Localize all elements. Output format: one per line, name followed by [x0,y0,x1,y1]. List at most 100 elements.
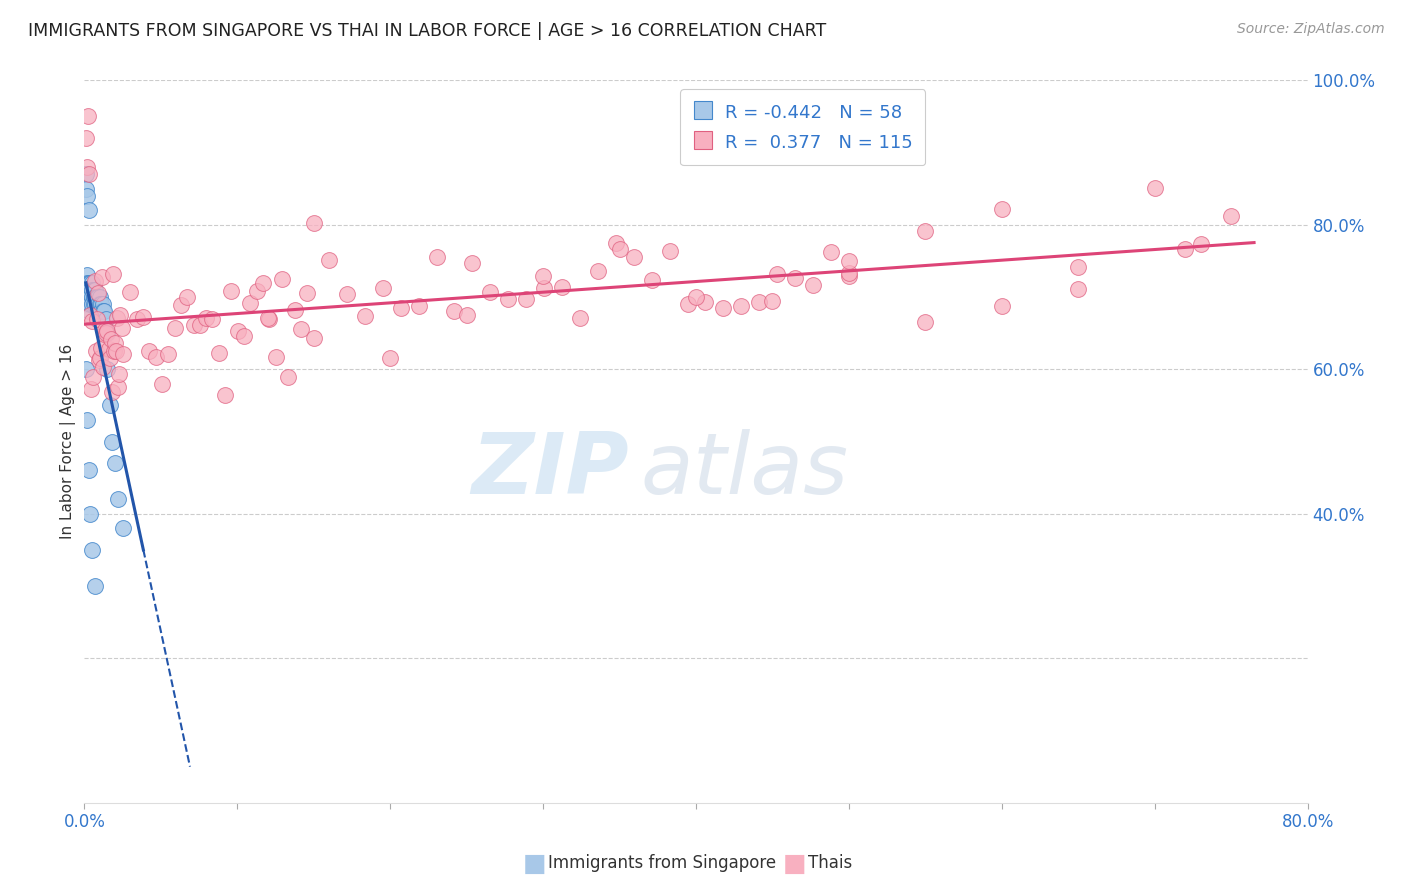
Point [290,322,312,336]
Point [104,456,127,470]
Point [302,331,325,345]
Point [76,290,98,304]
Point [145,351,167,365]
Point [91,269,114,284]
Point [83,290,105,304]
Point [84,283,107,297]
Point [695,294,717,309]
Point [83,297,105,311]
Point [79,290,101,304]
Legend: R = -0.442   N = 58, R =  0.377   N = 115: R = -0.442 N = 58, R = 0.377 N = 115 [681,89,925,165]
Point [79,283,101,297]
Point [77,276,100,290]
Point [1067,260,1090,274]
Point [77,167,100,181]
Point [730,299,752,313]
Point [82,369,104,384]
Text: Source: ZipAtlas.com: Source: ZipAtlas.com [1237,22,1385,37]
Point [176,290,198,304]
Point [515,292,537,306]
Point [105,311,128,326]
Point [246,284,269,298]
Point [586,264,609,278]
Point [150,376,173,391]
Point [658,244,681,259]
Point [75,167,97,181]
Point [93,326,115,341]
Point [89,297,111,311]
Point [84,343,107,358]
Text: IMMIGRANTS FROM SINGAPORE VS THAI IN LABOR FORCE | AGE > 16 CORRELATION CHART: IMMIGRANTS FROM SINGAPORE VS THAI IN LAB… [28,22,827,40]
Point [75,131,97,145]
Point [89,290,111,304]
Point [77,110,100,124]
Point [1189,237,1212,252]
Point [641,273,664,287]
Point [87,297,110,311]
Point [77,297,100,311]
Point [259,312,281,326]
Point [389,301,412,315]
Point [77,290,100,304]
Point [100,332,122,346]
Point [214,387,236,401]
Point [531,269,554,284]
Point [163,320,186,334]
Point [408,299,430,313]
Point [83,290,105,304]
Point [605,235,627,250]
Point [80,290,103,304]
Point [252,276,274,290]
Point [297,286,319,301]
Y-axis label: In Labor Force | Age > 16: In Labor Force | Age > 16 [60,344,76,539]
Point [83,283,105,297]
Point [76,276,98,290]
Point [226,324,249,338]
Point [257,310,280,325]
Point [1174,243,1197,257]
Point [623,250,645,264]
Point [87,290,110,304]
Point [76,189,98,203]
Point [77,283,100,297]
Point [318,252,340,267]
Point [801,277,824,292]
Point [82,313,104,327]
Point [75,182,97,196]
Point [838,253,860,268]
Point [90,297,112,311]
Point [201,311,224,326]
Point [239,296,262,310]
Point [96,326,118,340]
Point [609,243,631,257]
Point [820,244,842,259]
Point [86,290,108,304]
Point [104,336,127,351]
Point [138,344,160,359]
Point [676,297,699,311]
Point [90,304,112,318]
Point [371,281,394,295]
Point [108,368,131,382]
Point [79,308,101,322]
Point [87,353,110,368]
Point [94,323,117,337]
Point [271,272,294,286]
Point [77,463,100,477]
Point [91,360,114,375]
Point [1220,209,1243,223]
Point [498,292,520,306]
Text: ■: ■ [523,852,546,875]
Point [93,304,115,318]
Point [77,203,100,218]
Point [111,347,134,361]
Point [188,318,211,332]
Point [426,250,449,264]
Point [110,321,132,335]
Point [86,297,108,311]
Point [80,276,103,290]
Point [157,347,180,361]
Point [84,579,107,593]
Point [91,304,114,318]
Text: Immigrants from Singapore: Immigrants from Singapore [548,855,776,872]
